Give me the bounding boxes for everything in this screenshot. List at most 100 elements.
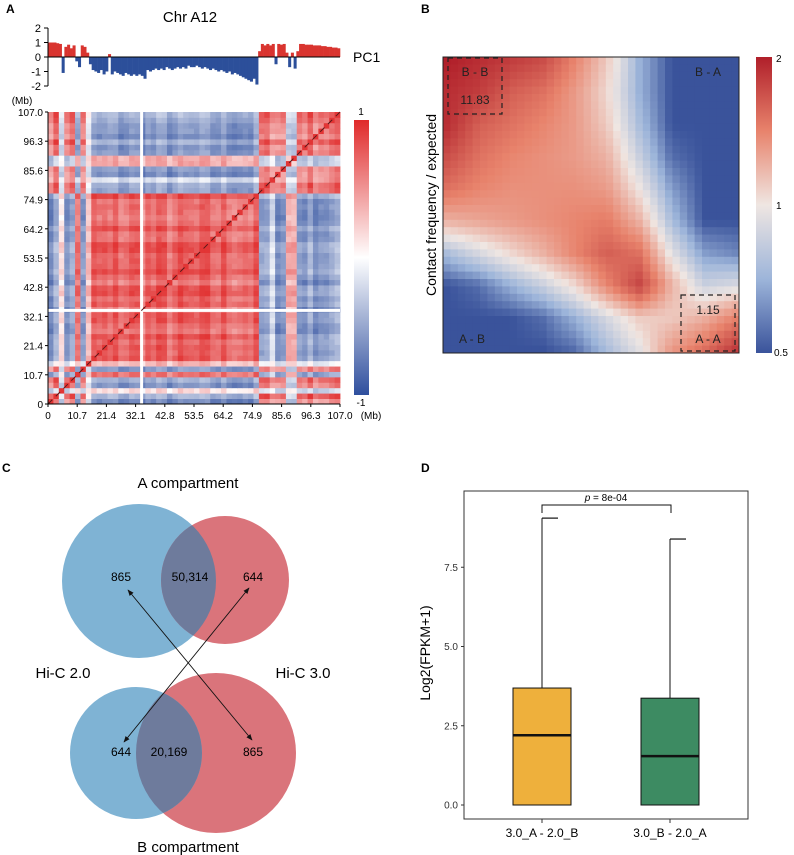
- heatmap-cell: [150, 376, 157, 383]
- heatmap-cell: [221, 117, 227, 124]
- heatmap-cell: [258, 122, 265, 129]
- heatmap-cell: [296, 258, 303, 264]
- saddle-cell: [716, 301, 725, 309]
- heatmap-cell: [123, 349, 130, 356]
- heatmap-cell: [69, 149, 76, 156]
- saddle-cell: [687, 234, 695, 243]
- heatmap-cell: [118, 122, 125, 129]
- saddle-cell: [443, 316, 451, 324]
- heatmap-cell: [96, 344, 103, 351]
- saddle-cell: [450, 338, 459, 346]
- heatmap-cell: [296, 344, 303, 351]
- heatmap-cell: [280, 393, 287, 399]
- pc1-bar: [159, 57, 163, 69]
- heatmap-cell: [58, 252, 65, 259]
- heatmap-cell: [296, 112, 303, 118]
- saddle-cell: [598, 338, 607, 346]
- saddle-cell: [702, 205, 710, 213]
- heatmap-cell: [112, 398, 119, 405]
- saddle-cell: [605, 279, 614, 287]
- heatmap-cell: [172, 225, 179, 232]
- pc1-ticks: 210-1-2: [31, 23, 48, 93]
- saddle-cell: [539, 345, 547, 354]
- saddle-cell: [724, 301, 732, 309]
- heatmap-cell: [237, 263, 244, 270]
- heatmap-cell: [64, 203, 71, 210]
- heatmap-cell: [248, 128, 254, 135]
- heatmap-cell: [226, 312, 233, 318]
- saddle-cell: [620, 345, 629, 354]
- heatmap-cell: [96, 144, 103, 151]
- heatmap-cell: [226, 198, 233, 205]
- heatmap-cell: [210, 301, 217, 308]
- saddle-cell: [472, 264, 481, 272]
- saddle-cell: [487, 286, 496, 295]
- heatmap-cell: [231, 301, 238, 308]
- heatmap-cell: [118, 220, 125, 226]
- saddle-cell: [450, 101, 459, 110]
- heatmap-cell: [69, 166, 76, 172]
- heatmap-cell: [48, 187, 54, 194]
- saddle-cell: [591, 271, 599, 280]
- saddle-cell: [687, 256, 695, 265]
- heatmap-cell: [210, 247, 217, 253]
- saddle-cell: [472, 227, 481, 235]
- saddle-cell: [450, 160, 459, 169]
- saddle-cell: [509, 234, 518, 243]
- heatmap-cell: [285, 187, 292, 194]
- heatmap-cell: [145, 193, 152, 199]
- heatmap-cell: [69, 144, 76, 151]
- heatmap-cell: [258, 112, 265, 118]
- heatmap-cell: [199, 322, 206, 329]
- heatmap-cell: [194, 241, 200, 248]
- saddle-cell: [731, 205, 740, 213]
- saddle-cell: [716, 234, 725, 243]
- heatmap-cell: [177, 376, 184, 383]
- saddle-cell: [554, 323, 562, 332]
- heatmap-cell: [107, 112, 114, 118]
- heatmap-cell: [64, 193, 71, 199]
- heatmap-cell: [107, 279, 114, 286]
- heatmap-cell: [194, 176, 200, 183]
- heatmap-cell: [258, 182, 265, 189]
- x-tick-label: 96.3: [301, 411, 321, 422]
- heatmap-cell: [145, 220, 152, 226]
- heatmap-cell: [323, 382, 330, 389]
- saddle-cell: [620, 212, 629, 221]
- heatmap-cell: [285, 398, 292, 405]
- heatmap-cell: [285, 382, 292, 389]
- heatmap-cell: [107, 312, 114, 318]
- heatmap-cell: [307, 333, 314, 340]
- heatmap-cell: [102, 139, 108, 145]
- heatmap-cell: [291, 355, 298, 362]
- heatmap-cell: [307, 376, 314, 383]
- heatmap-cell: [312, 166, 319, 172]
- heatmap-cell: [312, 139, 319, 145]
- saddle-cell: [554, 108, 562, 117]
- saddle-cell: [591, 79, 599, 87]
- saddle-cell: [450, 308, 459, 317]
- saddle-cell: [724, 242, 732, 250]
- heatmap-cell: [172, 155, 179, 162]
- heatmap-cell: [275, 198, 281, 205]
- saddle-cell: [465, 234, 473, 243]
- heatmap-cell: [156, 112, 162, 118]
- colorbar-max-label: 1: [358, 107, 364, 118]
- saddle-cell: [657, 197, 666, 206]
- heatmap-cell: [172, 247, 179, 253]
- saddle-cell: [576, 190, 584, 198]
- heatmap-cell: [150, 398, 157, 405]
- saddle-cell: [524, 286, 533, 295]
- saddle-cell: [702, 264, 710, 272]
- y-tick-label: 2.5: [444, 721, 458, 732]
- saddle-cell: [650, 101, 658, 110]
- saddle-cell: [457, 249, 466, 258]
- heatmap-cell: [69, 198, 76, 205]
- heatmap-cell: [307, 328, 314, 335]
- saddle-cell: [568, 108, 577, 117]
- saddle-cell: [702, 131, 710, 139]
- heatmap-cell: [53, 268, 60, 275]
- heatmap-cell: [291, 155, 298, 162]
- heatmap-cell: [253, 366, 260, 372]
- heatmap-cell: [150, 209, 157, 216]
